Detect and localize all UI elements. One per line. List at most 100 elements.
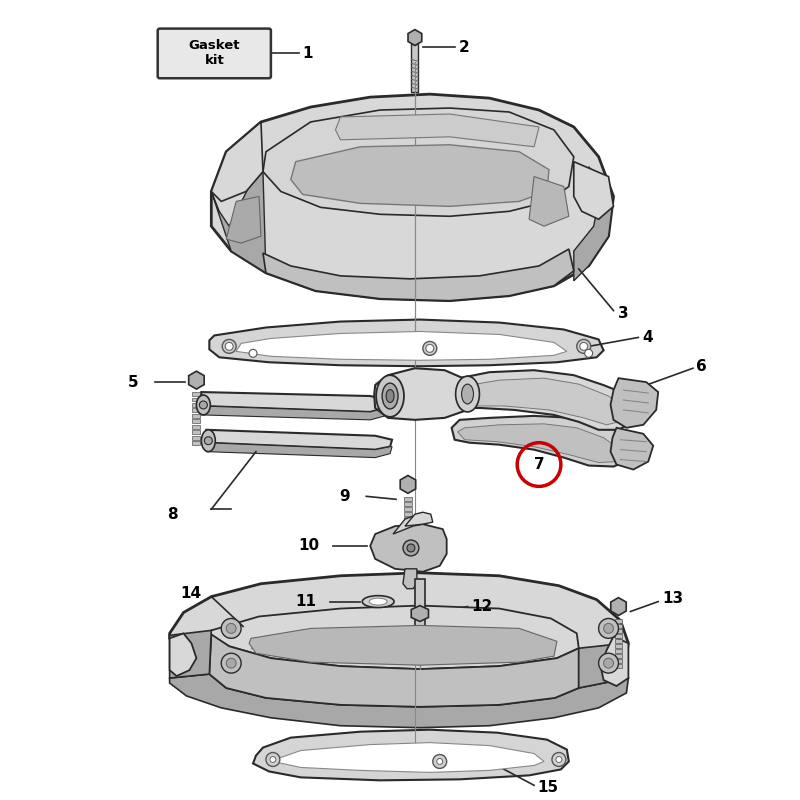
Polygon shape — [601, 636, 629, 686]
Circle shape — [249, 350, 257, 358]
Polygon shape — [170, 630, 211, 678]
Circle shape — [222, 654, 241, 673]
Polygon shape — [193, 392, 200, 396]
Polygon shape — [404, 502, 412, 506]
Text: 4: 4 — [642, 330, 653, 345]
Polygon shape — [193, 436, 200, 440]
Ellipse shape — [462, 384, 474, 404]
Polygon shape — [374, 375, 470, 415]
Polygon shape — [574, 166, 614, 281]
Circle shape — [556, 757, 562, 762]
Circle shape — [226, 623, 236, 634]
Polygon shape — [290, 145, 549, 206]
Polygon shape — [452, 416, 636, 466]
Polygon shape — [610, 598, 626, 615]
Ellipse shape — [202, 430, 215, 452]
Text: 7: 7 — [534, 457, 544, 472]
Ellipse shape — [362, 596, 394, 607]
Polygon shape — [211, 171, 266, 273]
Polygon shape — [393, 516, 423, 534]
Polygon shape — [404, 542, 412, 546]
Polygon shape — [189, 371, 204, 389]
Polygon shape — [574, 162, 614, 219]
Polygon shape — [411, 45, 418, 92]
Polygon shape — [614, 644, 622, 648]
Polygon shape — [170, 573, 629, 707]
Polygon shape — [210, 634, 578, 707]
Polygon shape — [404, 537, 412, 541]
Text: 2: 2 — [458, 40, 470, 55]
Circle shape — [222, 618, 241, 638]
Text: Gasket
kit: Gasket kit — [189, 39, 240, 67]
Ellipse shape — [386, 390, 394, 402]
Polygon shape — [458, 424, 621, 462]
Polygon shape — [459, 378, 623, 425]
Circle shape — [433, 754, 446, 769]
Ellipse shape — [456, 376, 479, 412]
Circle shape — [585, 350, 593, 358]
Polygon shape — [263, 108, 574, 216]
Polygon shape — [454, 370, 638, 430]
Polygon shape — [193, 414, 200, 418]
Polygon shape — [408, 30, 422, 46]
Circle shape — [226, 342, 233, 350]
Circle shape — [552, 753, 566, 766]
Polygon shape — [404, 532, 412, 536]
Polygon shape — [206, 430, 392, 450]
Polygon shape — [529, 177, 569, 226]
Polygon shape — [610, 428, 654, 470]
Polygon shape — [193, 409, 200, 413]
Text: 14: 14 — [180, 586, 202, 601]
Polygon shape — [193, 442, 200, 445]
Polygon shape — [170, 674, 629, 728]
Text: 3: 3 — [618, 306, 629, 321]
Circle shape — [199, 401, 207, 409]
Polygon shape — [193, 403, 200, 407]
Polygon shape — [210, 319, 603, 366]
Polygon shape — [263, 249, 574, 301]
Polygon shape — [400, 475, 416, 494]
Text: 15: 15 — [537, 780, 558, 794]
Polygon shape — [253, 730, 569, 780]
Polygon shape — [411, 606, 429, 622]
Polygon shape — [405, 512, 433, 526]
Polygon shape — [211, 122, 263, 202]
Circle shape — [603, 658, 614, 668]
Text: 11: 11 — [295, 594, 317, 609]
Polygon shape — [370, 524, 446, 572]
Circle shape — [266, 753, 280, 766]
Polygon shape — [210, 606, 578, 669]
Text: 6: 6 — [696, 358, 706, 374]
Polygon shape — [610, 378, 658, 428]
Circle shape — [577, 339, 590, 354]
Polygon shape — [614, 619, 622, 623]
Polygon shape — [614, 664, 622, 668]
Polygon shape — [202, 392, 388, 412]
Polygon shape — [614, 639, 622, 643]
Polygon shape — [206, 442, 392, 458]
Polygon shape — [614, 630, 622, 634]
Circle shape — [426, 344, 434, 352]
Polygon shape — [273, 742, 544, 772]
Circle shape — [204, 437, 212, 445]
Circle shape — [603, 623, 614, 634]
Polygon shape — [374, 368, 470, 420]
Circle shape — [423, 342, 437, 355]
Circle shape — [270, 757, 276, 762]
Polygon shape — [404, 507, 412, 511]
Text: 12: 12 — [471, 599, 493, 614]
Circle shape — [407, 544, 415, 552]
Polygon shape — [403, 569, 417, 589]
Polygon shape — [614, 634, 622, 638]
Polygon shape — [193, 425, 200, 429]
Polygon shape — [404, 522, 412, 526]
Circle shape — [226, 658, 236, 668]
Polygon shape — [614, 650, 622, 654]
Ellipse shape — [197, 395, 210, 415]
Circle shape — [598, 654, 618, 673]
Polygon shape — [404, 517, 412, 521]
Polygon shape — [226, 197, 261, 243]
Polygon shape — [614, 659, 622, 663]
Polygon shape — [404, 512, 412, 516]
Polygon shape — [335, 114, 539, 146]
